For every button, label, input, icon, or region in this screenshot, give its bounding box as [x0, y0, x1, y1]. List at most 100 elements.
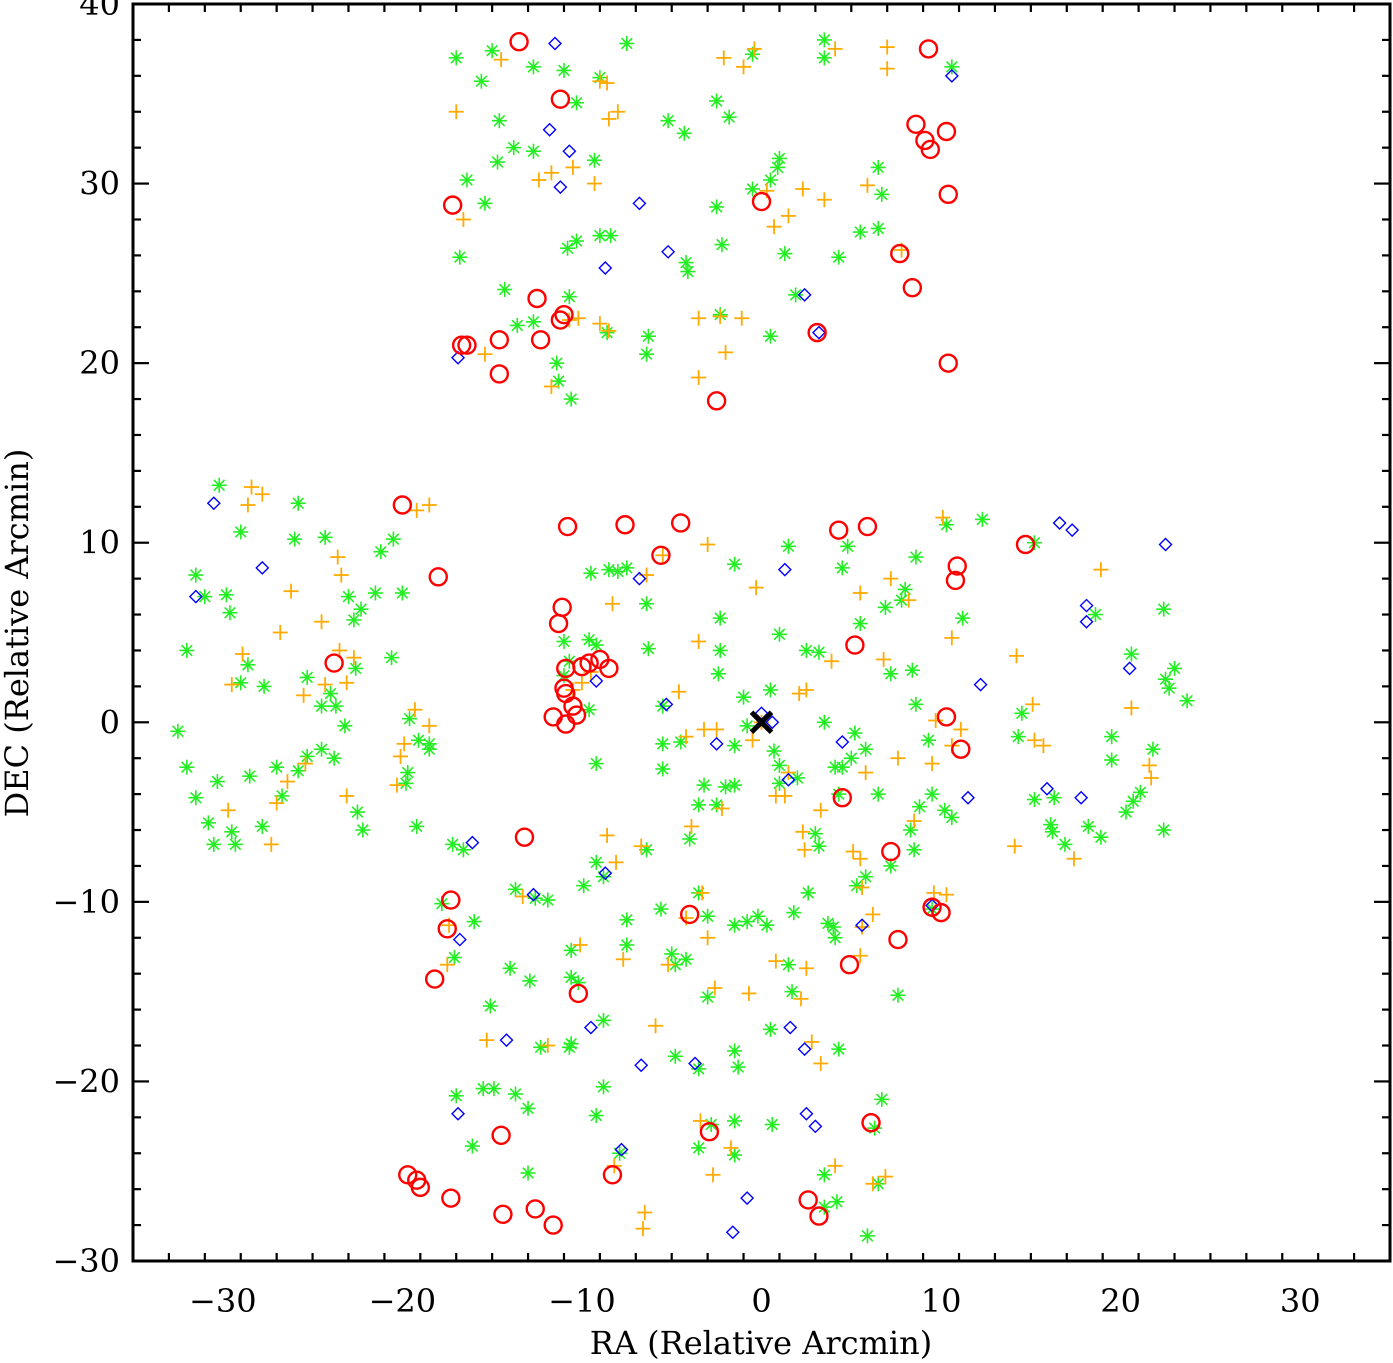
- green-asterisk-point: [525, 314, 541, 330]
- green-asterisk-point: [727, 556, 743, 572]
- orange-plus-point: [599, 827, 615, 843]
- green-asterisk-point: [811, 838, 827, 854]
- green-asterisk-point: [385, 531, 401, 547]
- green-asterisk-point: [560, 240, 576, 256]
- green-asterisk-point: [490, 154, 506, 170]
- orange-plus-point: [741, 985, 757, 1001]
- green-asterisk-point: [727, 1113, 743, 1129]
- blue-diamond-point: [562, 144, 577, 159]
- green-asterisk-point: [188, 790, 204, 806]
- green-asterisk-point: [696, 777, 712, 793]
- green-asterisk-point: [874, 1091, 890, 1107]
- orange-plus-point: [272, 625, 288, 640]
- orange-plus-point: [797, 842, 813, 858]
- red-circle-point: [563, 696, 583, 716]
- red-circle-point: [543, 1215, 563, 1235]
- red-circle-point: [530, 330, 551, 350]
- green-asterisk-point: [858, 869, 874, 885]
- orange-plus-point: [269, 795, 285, 811]
- green-asterisk-point: [1145, 741, 1161, 757]
- orange-plus-point: [1093, 562, 1109, 578]
- green-asterisk-point: [328, 698, 344, 714]
- blue-diamond-point: [452, 932, 467, 947]
- green-asterisk-point: [1093, 829, 1109, 845]
- orange-plus-point: [633, 838, 649, 854]
- green-asterisk-point: [448, 1088, 464, 1104]
- green-asterisk-point: [745, 46, 761, 62]
- orange-plus-point: [1066, 851, 1082, 867]
- green-asterisk-point: [170, 723, 186, 739]
- red-circle-point: [489, 364, 510, 384]
- green-asterisk-point: [700, 989, 716, 1005]
- green-asterisk-point: [520, 1165, 536, 1181]
- red-circle-point: [568, 983, 589, 1004]
- orange-plus-point: [439, 957, 455, 973]
- blue-diamond-point: [451, 350, 466, 365]
- red-circle-point: [906, 114, 926, 135]
- orange-plus-point: [314, 614, 330, 630]
- orange-plus-point: [827, 41, 843, 57]
- green-asterisk-point: [944, 809, 960, 825]
- orange-plus-point: [421, 497, 437, 513]
- orange-plus-point: [877, 1169, 893, 1185]
- green-asterisk-point: [924, 786, 940, 802]
- red-circle-point: [798, 1190, 818, 1210]
- green-asterisk-point: [727, 777, 743, 793]
- axis-ticks: [131, 2, 1392, 1263]
- green-asterisk-point: [727, 917, 743, 933]
- green-asterisk-point: [459, 172, 475, 188]
- green-asterisk-point: [398, 775, 414, 791]
- green-asterisk-point: [847, 725, 863, 741]
- green-asterisk-point: [576, 878, 592, 894]
- red-circle-point: [441, 890, 461, 910]
- green-asterisk-point: [323, 686, 339, 702]
- green-asterisk-point: [540, 892, 556, 908]
- green-asterisk-point: [827, 930, 843, 946]
- green-asterisk-point: [1046, 790, 1062, 806]
- green-asterisk-point: [870, 786, 886, 802]
- green-asterisk-point: [937, 802, 953, 818]
- blue-diamond-point: [499, 1033, 514, 1048]
- y-axis-title: DEC (Relative Arcmin): [0, 449, 36, 818]
- green-asterisk-point: [762, 682, 778, 698]
- green-asterisk-point: [224, 824, 240, 840]
- green-asterisk-point: [209, 774, 225, 790]
- green-asterisk-point: [522, 973, 538, 989]
- green-asterisk-point: [709, 199, 725, 215]
- green-asterisk-point: [340, 589, 356, 605]
- orange-plus-point: [890, 750, 906, 766]
- green-asterisk-point: [452, 249, 468, 265]
- green-asterisk-point: [619, 912, 635, 928]
- red-circle-point: [807, 322, 827, 343]
- orange-plus-point: [1143, 770, 1159, 786]
- orange-plus-point: [718, 344, 734, 360]
- orange-plus-point: [723, 1140, 739, 1156]
- orange-plus-point: [865, 906, 881, 922]
- orange-plus-point: [540, 1038, 556, 1054]
- green-asterisk-point: [1088, 607, 1104, 623]
- blue-diamond-point: [808, 1119, 823, 1134]
- green-asterisk-point: [816, 1167, 832, 1183]
- green-asterisk-point: [730, 1059, 746, 1075]
- blue-diamond-point: [1079, 598, 1094, 613]
- green-asterisk-point: [394, 585, 410, 601]
- orange-plus-point: [648, 1018, 664, 1034]
- green-asterisk-point: [883, 666, 899, 682]
- green-asterisk-point: [816, 50, 832, 66]
- plot-frame: [131, 2, 1392, 1263]
- green-asterisk-point: [1044, 824, 1060, 840]
- green-asterisk-point: [736, 689, 752, 705]
- blue-diamond-point: [783, 1020, 798, 1035]
- x-tick-label: −10: [548, 1282, 616, 1320]
- green-asterisk-point: [464, 1138, 480, 1154]
- green-asterisk-point: [619, 937, 635, 953]
- blue-diamond-point: [811, 325, 826, 340]
- blue-diamond-point: [1065, 523, 1080, 538]
- green-asterisk-point: [807, 826, 823, 842]
- red-circle-point: [392, 495, 413, 515]
- orange-plus-point: [953, 721, 969, 737]
- orange-plus-point: [798, 960, 814, 976]
- green-asterisk-point: [664, 946, 680, 962]
- green-asterisk-point: [843, 750, 859, 766]
- y-tick-label: 20: [79, 344, 120, 382]
